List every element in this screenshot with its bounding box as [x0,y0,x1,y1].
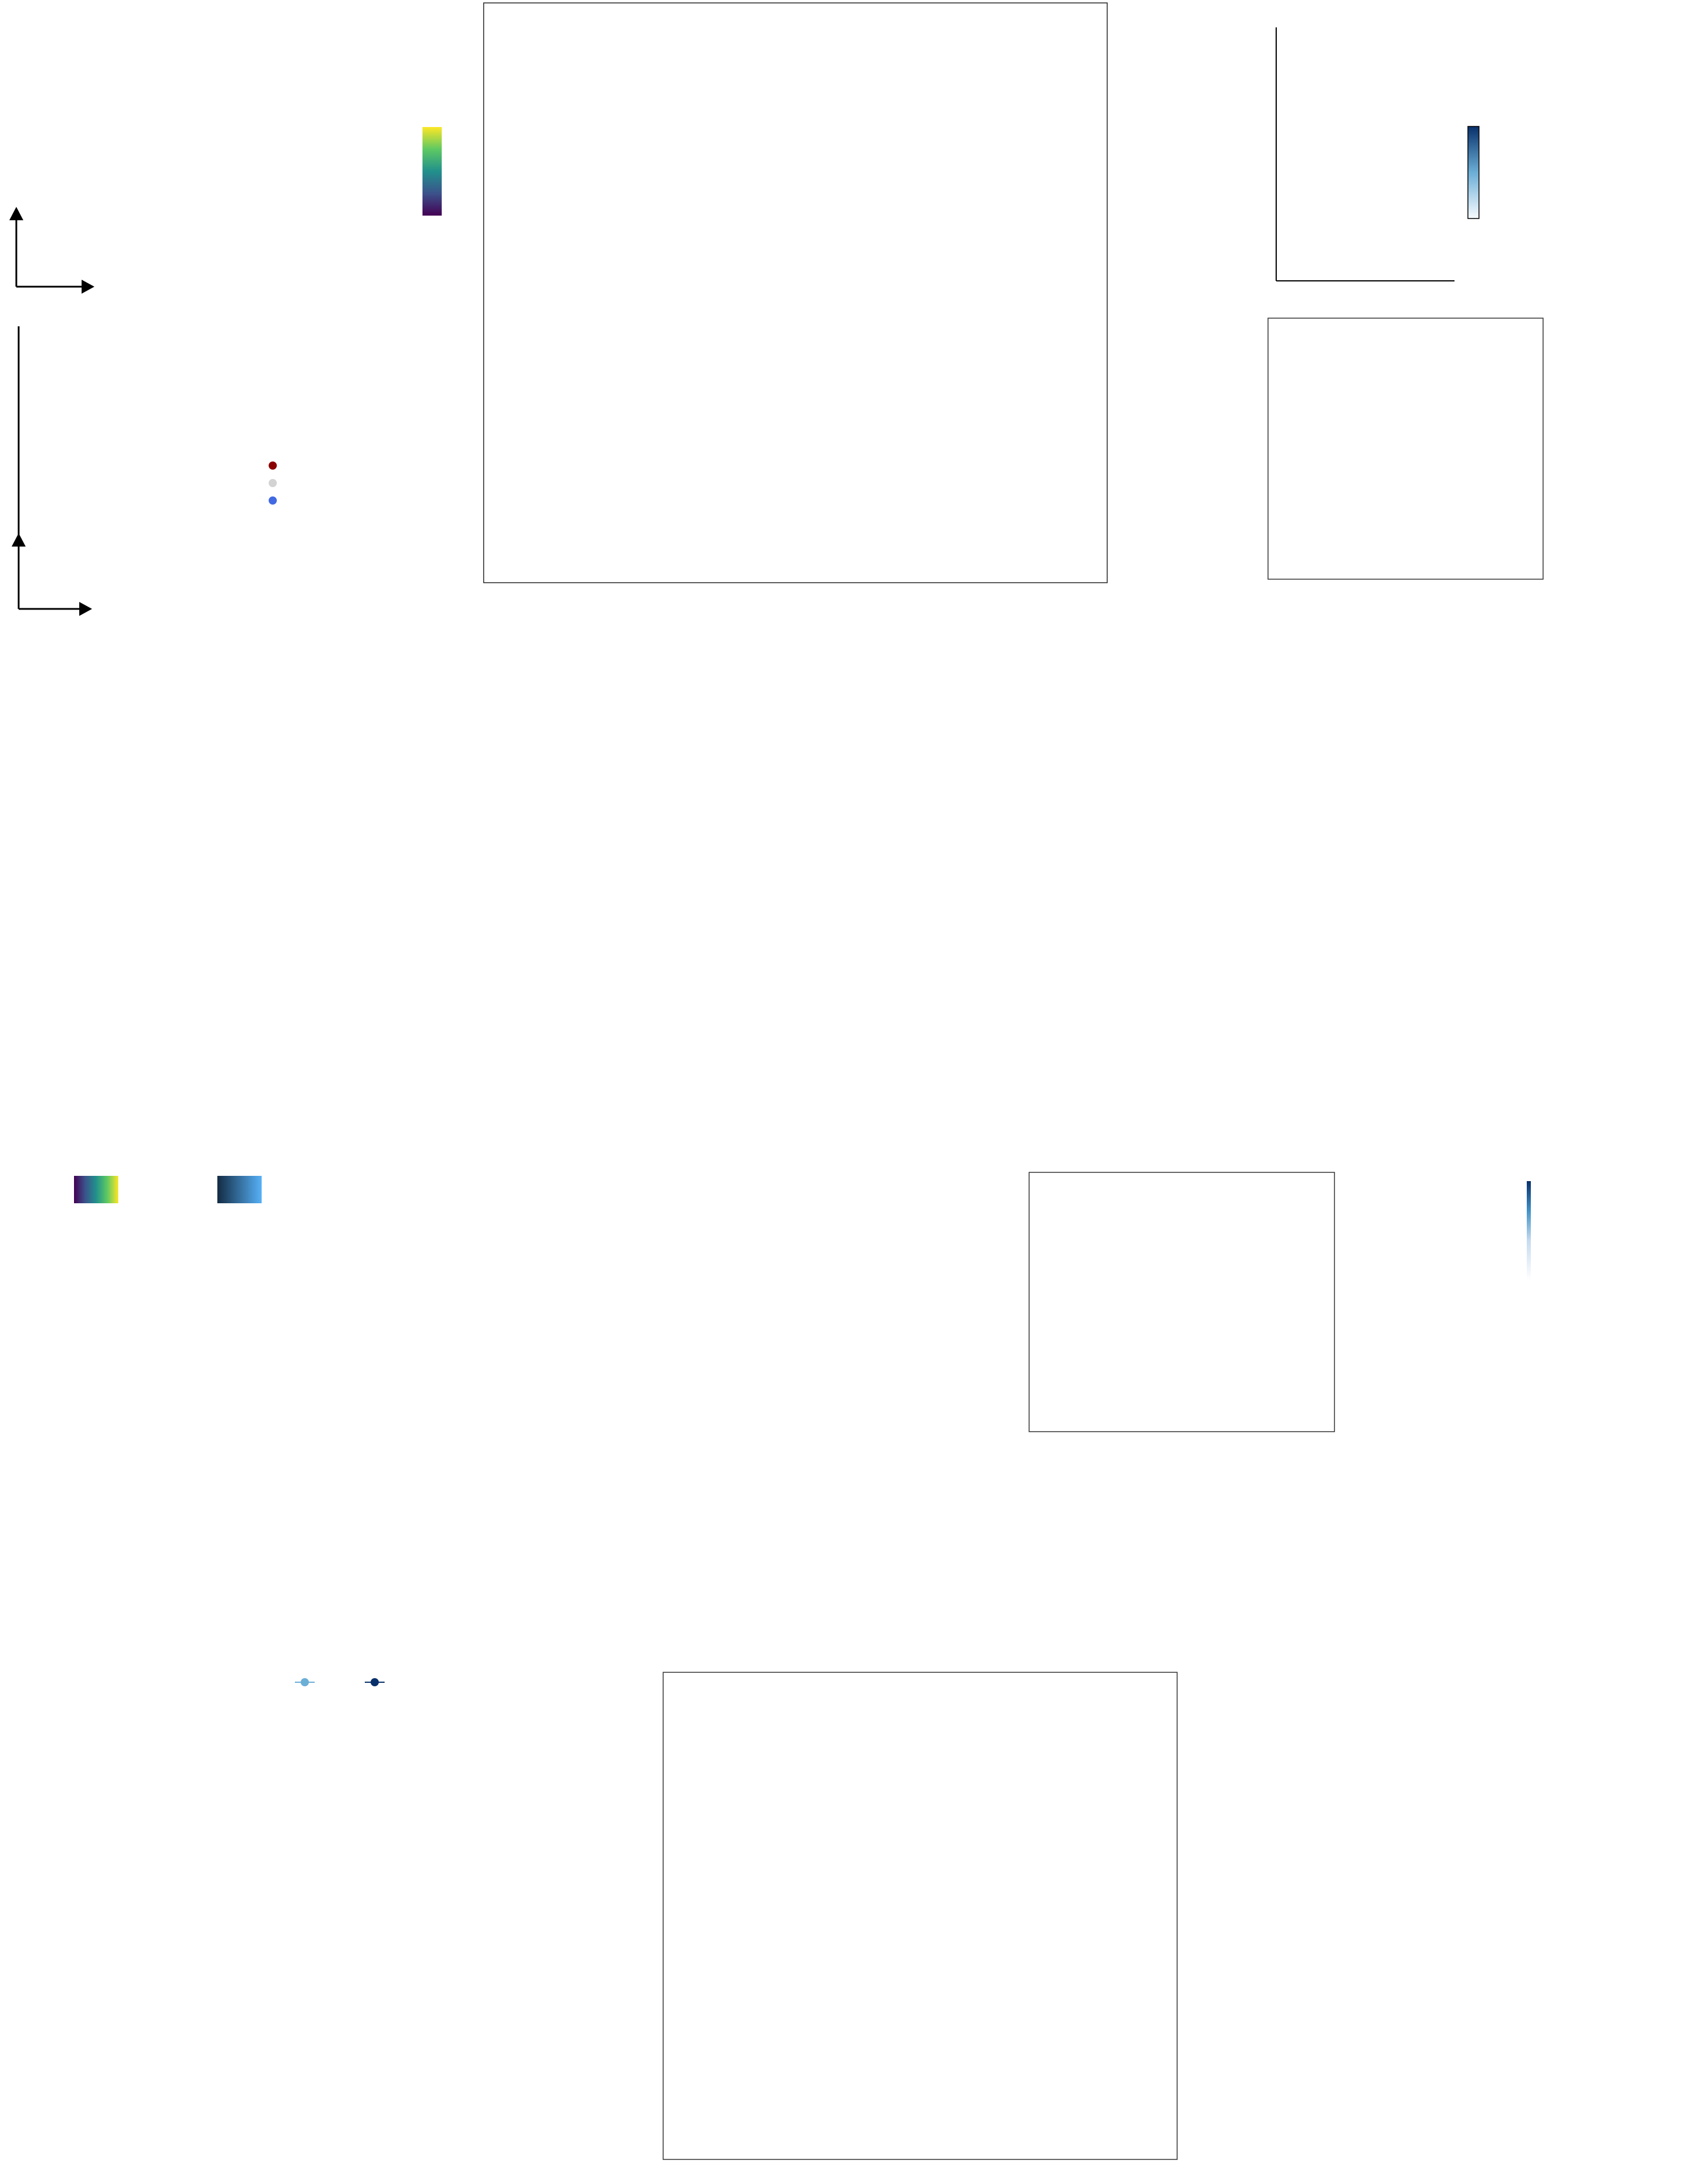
panel-f [0,658,1189,1165]
panel-a-plot [9,127,442,294]
ggscatterstats-scpagwas [1177,1666,1708,2174]
ggscatterstats-cytotrace [1189,658,1708,1165]
legend-normal-dot [301,1678,309,1686]
arrow-right-icon [82,280,94,294]
panel-d [1241,0,1708,309]
cytotrace-colorbar [74,1176,118,1203]
panel-j [1300,1165,1708,1666]
panel-k [0,1666,641,2174]
group-legend [269,461,277,505]
panel-f-plots [0,658,1189,1165]
arrow-right-icon [79,602,92,616]
raincloud-cytotrace [1267,318,1544,580]
arrow-up-icon [12,533,26,547]
legend-has-dot [269,461,277,470]
panel-c [0,326,466,653]
panel-m [1177,1666,1708,2174]
cytotrace-embedding [1276,27,1480,281]
legend-tumor-dot [371,1678,379,1686]
raincloud-scpagwas [663,1672,1178,2160]
arrow-up-icon [9,207,23,220]
pseudotime-colorbar [217,1176,262,1203]
predicted-order-colorbar [1467,126,1480,219]
legend-dtas-dot [269,479,277,487]
roe-colorbar [1527,1181,1531,1280]
panel-g [1189,658,1708,1165]
histogram-ucell-score [483,2,1108,583]
trajectory-plots [74,1176,262,1203]
panel-c-plot [12,326,277,616]
logfc-beeswarm [1029,1172,1335,1432]
roe-heatmap [1527,1181,1531,1280]
legend-las-dot [269,496,277,505]
panel-i [903,1165,1335,1666]
panel-b [466,0,1241,653]
panel-a [0,0,466,326]
panel-h [0,1165,903,1666]
panel-e [1241,318,1708,653]
roe-line-chart [295,1678,385,1686]
density-colorbar [422,127,442,216]
panel-l [641,1666,1178,2174]
